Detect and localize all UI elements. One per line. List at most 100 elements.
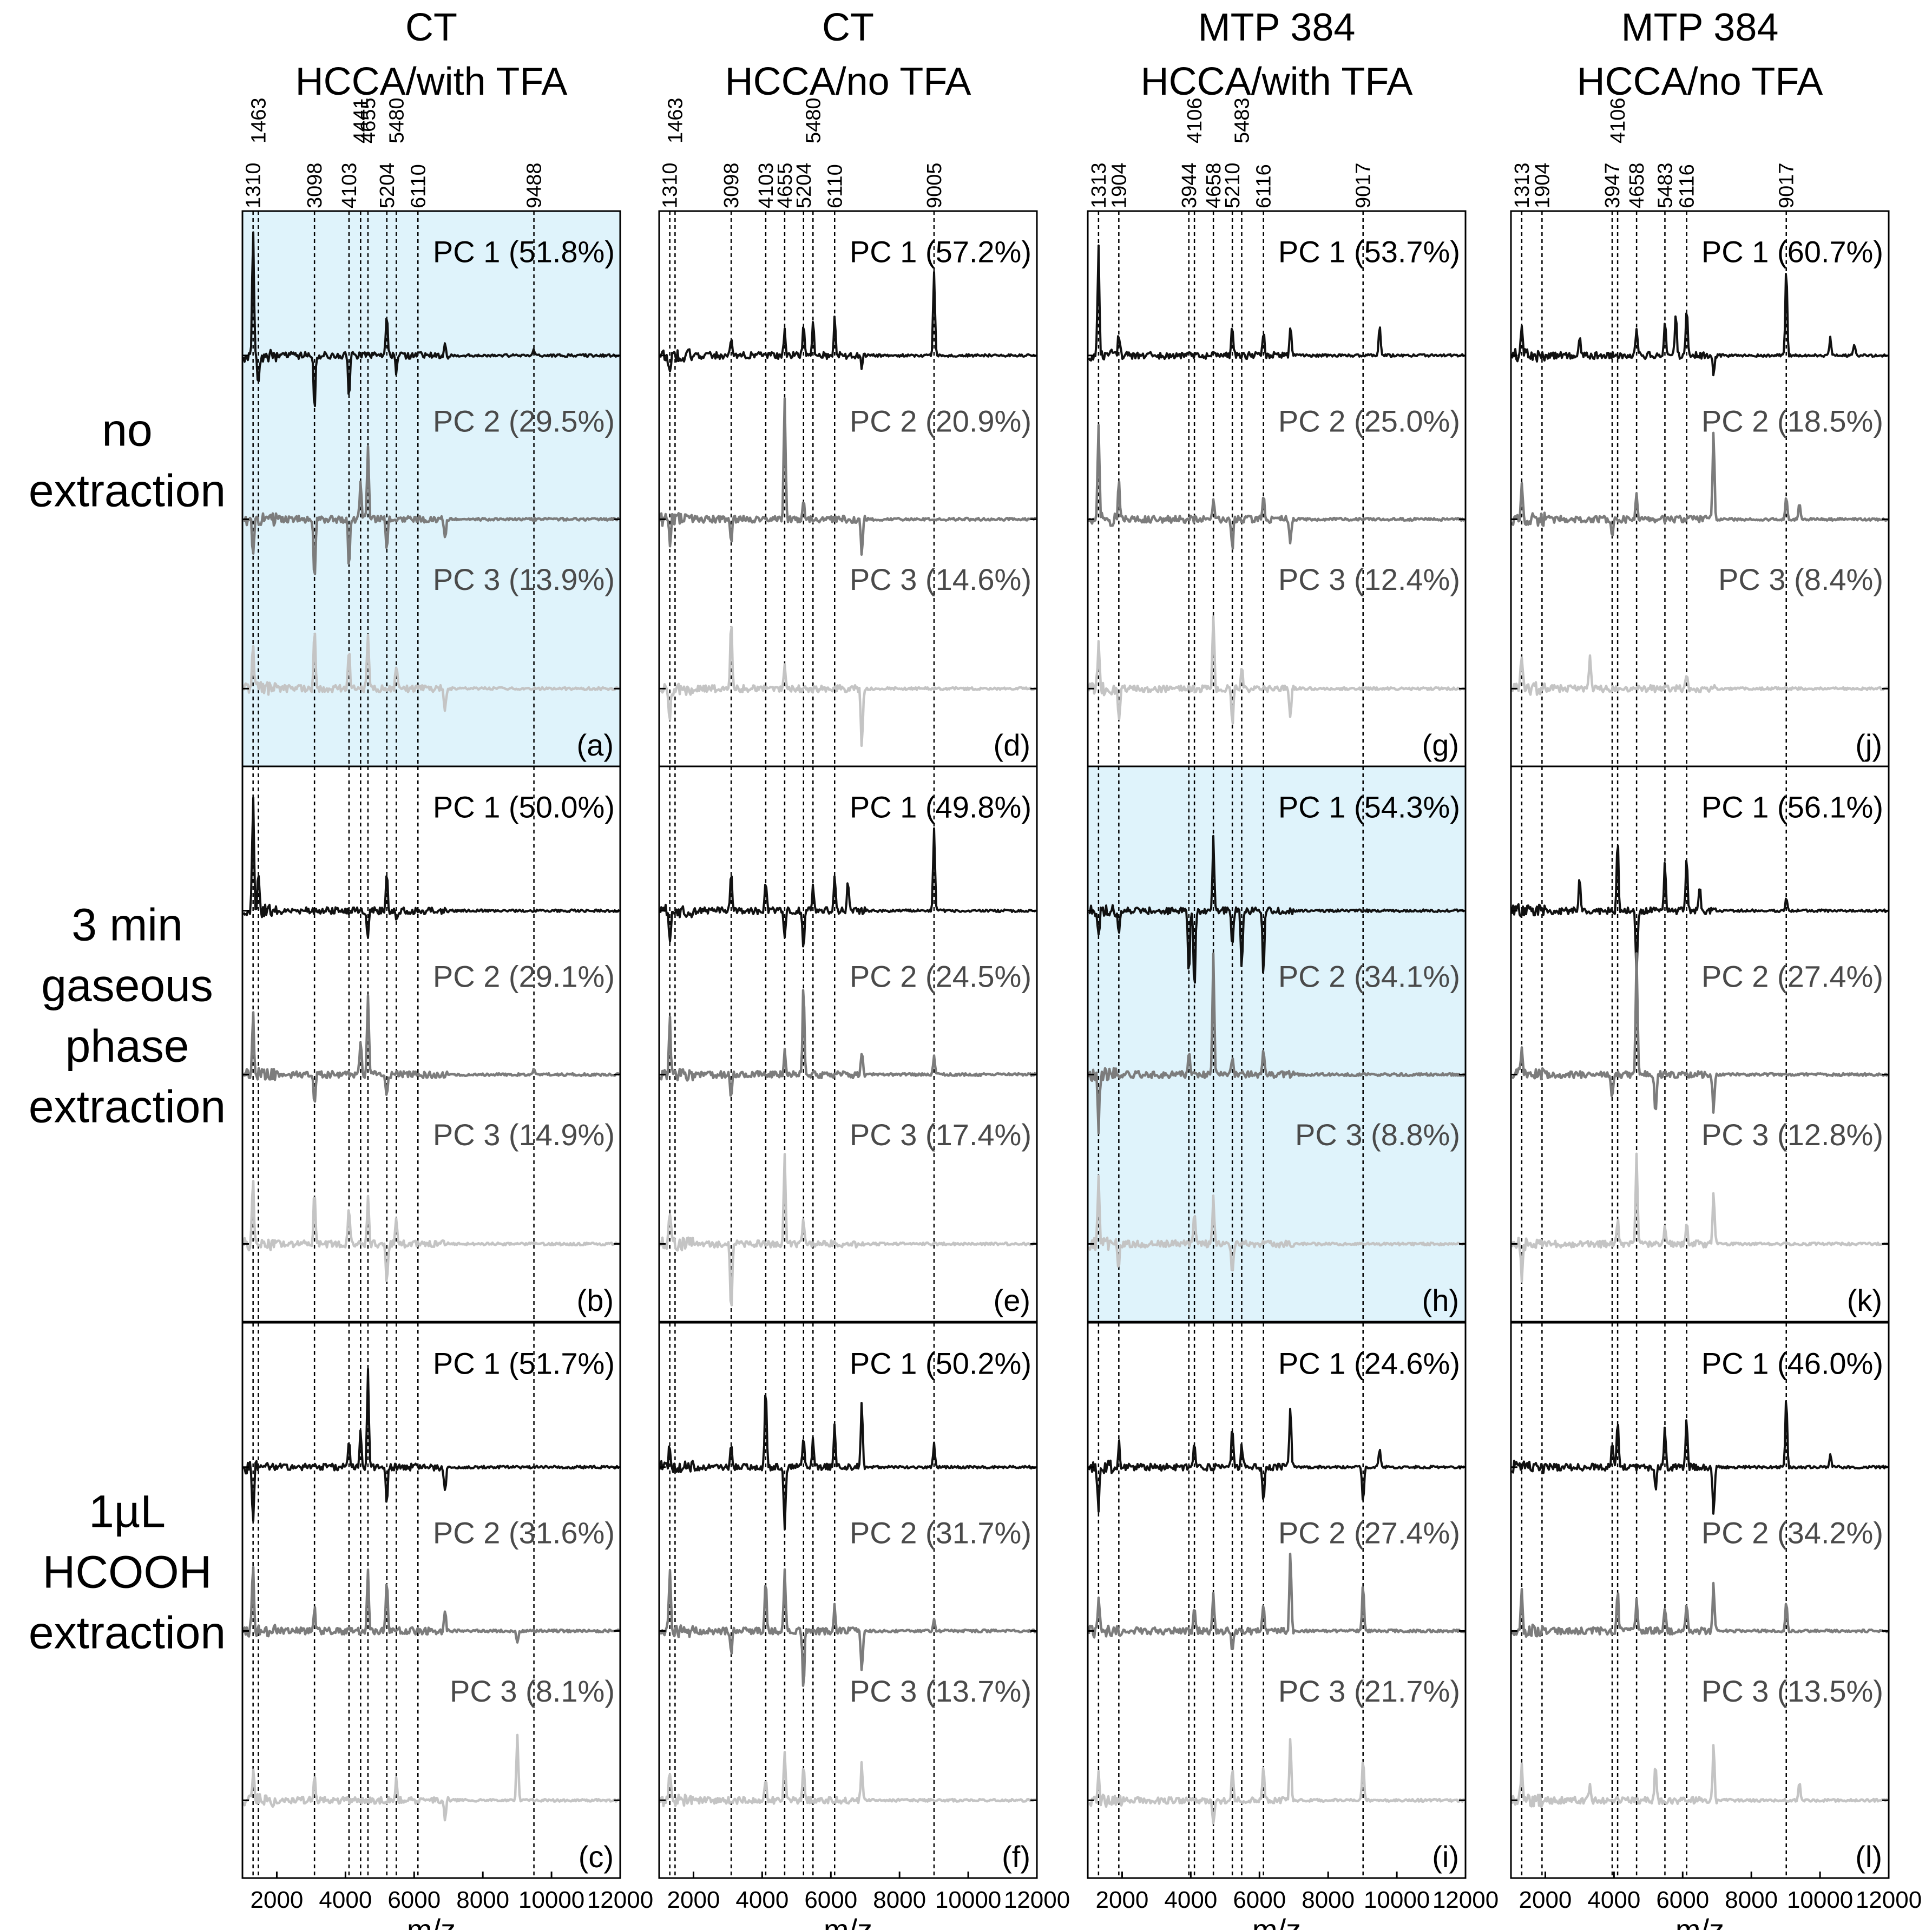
panel-id: (k): [1847, 1283, 1882, 1317]
panel-id: (i): [1432, 1840, 1459, 1874]
pc2-label: PC 2 (20.9%): [850, 404, 1031, 438]
pc3-label: PC 3 (13.5%): [1701, 1674, 1883, 1708]
x-tick-label-6000: 6000: [387, 1887, 441, 1913]
column-title-3: MTP 384: [1621, 6, 1779, 49]
x-tick-label-6000: 6000: [804, 1887, 857, 1913]
panel-a: PC 1 (51.8%) PC 2 (29.5%) PC 3 (13.9%) (a): [241, 210, 621, 767]
peak-label-3947: 3947: [1601, 162, 1624, 208]
row-label-2-line-0: 1µL: [89, 1486, 166, 1537]
pc2-label: PC 2 (24.5%): [850, 960, 1031, 994]
panel-id: (g): [1422, 728, 1459, 762]
pc3-trace: [1510, 654, 1888, 696]
x-tick-label-10000: 10000: [518, 1887, 584, 1913]
column-subtitle-2: HCCA/with TFA: [1141, 60, 1413, 103]
peak-label-9017: 9017: [1352, 162, 1375, 208]
peak-label-4103: 4103: [338, 162, 361, 208]
panel-j: PC 1 (60.7%) PC 2 (18.5%) PC 3 (8.4%) (j): [1510, 210, 1890, 767]
pc2-trace: [660, 1568, 1037, 1687]
panel-frame: [1087, 1322, 1467, 1879]
pc3-label: PC 3 (8.4%): [1718, 562, 1883, 596]
x-tick-label-12000: 12000: [1004, 1887, 1070, 1913]
panel-frame: [1087, 765, 1467, 1323]
peak-label-1463: 1463: [247, 97, 270, 143]
panel-frame: [241, 765, 621, 1323]
pc1-label: PC 1 (60.7%): [1701, 235, 1883, 269]
panel-id: (l): [1855, 1840, 1882, 1874]
pc1-label: PC 1 (54.3%): [1278, 790, 1460, 824]
pc2-label: PC 2 (27.4%): [1701, 960, 1883, 994]
pc2-trace: [242, 994, 620, 1103]
pc3-label: PC 3 (21.7%): [1278, 1674, 1460, 1708]
peak-label-1313: 1313: [1511, 162, 1534, 208]
peak-label-4441: 4441: [350, 97, 372, 143]
pc1-label: PC 1 (50.0%): [433, 790, 615, 824]
pc1-trace: [1088, 1408, 1466, 1513]
row-label-2-line-1: HCOOH: [43, 1547, 212, 1598]
x-tick-label-12000: 12000: [1432, 1887, 1499, 1913]
x-tick-label-4000: 4000: [735, 1887, 788, 1913]
panel-h: PC 1 (54.3%) PC 2 (34.1%) PC 3 (8.8%) (h): [1087, 765, 1467, 1323]
pc1-label: PC 1 (24.6%): [1278, 1347, 1460, 1381]
column-subtitle-0: HCCA/with TFA: [295, 60, 568, 103]
panel-e: PC 1 (49.8%) PC 2 (24.5%) PC 3 (17.4%) (e): [658, 765, 1038, 1323]
pc3-trace: [660, 626, 1037, 747]
x-tick-label-2000: 2000: [1519, 1887, 1572, 1913]
x-tick-label-4000: 4000: [319, 1887, 372, 1913]
pc1-trace: [659, 271, 1037, 373]
pc3-label: PC 3 (13.9%): [433, 562, 615, 596]
peak-label-5483: 5483: [1654, 162, 1677, 208]
pc1-label: PC 1 (53.7%): [1278, 235, 1460, 269]
peak-label-5210: 5210: [1221, 162, 1244, 208]
column-title-0: CT: [405, 6, 457, 49]
row-label-1-line-1: gaseous: [41, 960, 213, 1011]
pc3-trace: [1510, 1152, 1889, 1283]
pc2-trace: [1087, 952, 1466, 1134]
panel-id: (f): [1002, 1840, 1030, 1874]
x-axis-label: m/z: [824, 1913, 872, 1930]
panel-highlight: [242, 211, 620, 766]
panel-id: (e): [994, 1283, 1030, 1317]
panel-d: PC 1 (57.2%) PC 2 (20.9%) PC 3 (14.6%) (d): [658, 210, 1038, 767]
pc2-trace: [659, 989, 1037, 1097]
pc3-trace: [242, 1180, 620, 1282]
pc3-trace: [1088, 1738, 1466, 1824]
peak-label-6110: 6110: [824, 164, 846, 208]
pc2-trace: [659, 397, 1036, 556]
panel-i: PC 1 (24.6%) PC 2 (27.4%) PC 3 (21.7%) (i): [1087, 1322, 1467, 1879]
pc2-trace: [1510, 1581, 1888, 1638]
peak-label-4103: 4103: [755, 162, 778, 208]
peak-label-4106: 4106: [1184, 97, 1206, 143]
x-axis-label: m/z: [407, 1913, 456, 1930]
peak-label-5204: 5204: [793, 162, 816, 208]
pc3-label: PC 3 (12.8%): [1701, 1118, 1883, 1152]
pc2-trace: [1510, 431, 1889, 536]
panel-frame: [658, 210, 1038, 767]
x-tick-label-4000: 4000: [1587, 1887, 1640, 1913]
peak-label-9488: 9488: [523, 162, 546, 208]
row-label-1-line-2: phase: [65, 1021, 189, 1072]
row-label-0-line-1: extraction: [29, 465, 226, 516]
pc1-trace: [1088, 835, 1466, 984]
pc1-trace: [1088, 244, 1465, 362]
panel-id: (b): [577, 1283, 614, 1317]
pc3-label: PC 3 (8.1%): [450, 1674, 615, 1708]
panel-frame: [1510, 765, 1890, 1323]
pc3-label: PC 3 (14.9%): [433, 1118, 615, 1152]
peak-label-4106: 4106: [1607, 97, 1629, 143]
panel-g: PC 1 (53.7%) PC 2 (25.0%) PC 3 (12.4%) (g): [1087, 210, 1467, 767]
pc1-label: PC 1 (49.8%): [850, 790, 1031, 824]
x-tick-label-4000: 4000: [1164, 1887, 1217, 1913]
x-tick-label-12000: 12000: [1856, 1887, 1922, 1913]
pc2-label: PC 2 (27.4%): [1278, 1516, 1460, 1550]
peak-label-5480: 5480: [385, 97, 408, 143]
panel-c: PC 1 (51.7%) PC 2 (31.6%) PC 3 (8.1%) (c): [241, 1322, 621, 1879]
row-label-1-line-0: 3 min: [71, 900, 182, 950]
pc1-trace: [659, 827, 1037, 948]
peak-label-1313: 1313: [1088, 162, 1110, 208]
pc2-trace: [243, 445, 620, 575]
x-tick-label-10000: 10000: [1364, 1887, 1430, 1913]
peak-label-5480: 5480: [802, 97, 825, 143]
pc3-label: PC 3 (12.4%): [1278, 562, 1460, 596]
pc1-trace: [1511, 845, 1888, 981]
